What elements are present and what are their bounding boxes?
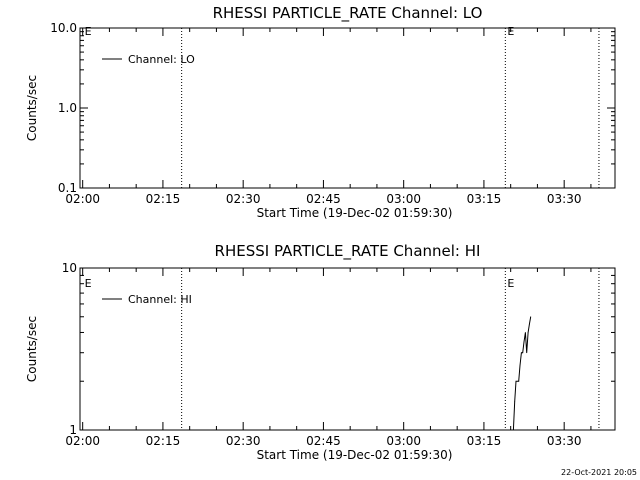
data-point bbox=[530, 316, 532, 318]
event-marker-label: E bbox=[85, 25, 92, 38]
chart-title: RHESSI PARTICLE_RATE Channel: LO bbox=[213, 4, 483, 23]
event-marker-label: E bbox=[507, 277, 514, 290]
x-tick-label: 02:15 bbox=[146, 192, 181, 206]
data-point bbox=[512, 429, 514, 431]
data-point bbox=[524, 332, 526, 333]
data-point bbox=[515, 380, 517, 382]
data-point bbox=[519, 365, 521, 366]
y-tick-label: 0.1 bbox=[58, 181, 77, 195]
x-tick-label: 02:30 bbox=[226, 434, 261, 448]
footer-timestamp: 22-Oct-2021 20:05 bbox=[561, 468, 637, 477]
x-tick-label: 03:00 bbox=[386, 434, 421, 448]
legend-entry: Channel: LO bbox=[128, 53, 195, 66]
data-point bbox=[523, 341, 525, 343]
y-axis-label: Counts/sec bbox=[25, 316, 39, 382]
axes-frame bbox=[79, 267, 616, 431]
legend-entry: Channel: HI bbox=[128, 293, 192, 306]
y-tick-label: 10 bbox=[62, 261, 77, 275]
data-point bbox=[518, 380, 520, 382]
x-tick-label: 02:00 bbox=[65, 434, 100, 448]
data-point bbox=[516, 380, 518, 382]
data-point bbox=[526, 352, 528, 354]
data-point bbox=[529, 323, 530, 325]
x-tick-label: 03:30 bbox=[547, 434, 582, 448]
x-tick-label: 03:30 bbox=[547, 192, 582, 206]
data-point bbox=[520, 352, 522, 354]
event-marker-label: E bbox=[85, 277, 92, 290]
event-marker-label: E bbox=[507, 25, 514, 38]
x-tick-label: 02:00 bbox=[65, 192, 100, 206]
data-point bbox=[527, 332, 529, 333]
x-tick-label: 03:00 bbox=[386, 192, 421, 206]
y-tick-label: 1 bbox=[69, 423, 77, 437]
x-tick-label: 02:45 bbox=[306, 192, 341, 206]
x-tick-label: 02:45 bbox=[306, 434, 341, 448]
chart-panel-1: RHESSI PARTICLE_RATE Channel: LO 02:00 02:… bbox=[25, 4, 616, 220]
chart-panel-2: RHESSI PARTICLE_RATE Channel: HI 02:00 02:… bbox=[25, 242, 616, 462]
x-tick-label: 03:15 bbox=[467, 192, 502, 206]
x-axis-label: Start Time (19-Dec-02 01:59:30) bbox=[257, 448, 453, 462]
x-tick-label: 02:30 bbox=[226, 192, 261, 206]
y-tick-label: 1.0 bbox=[58, 101, 77, 115]
x-tick-label: 03:15 bbox=[467, 434, 502, 448]
x-tick-label: 02:15 bbox=[146, 434, 181, 448]
data-point bbox=[522, 352, 524, 354]
x-axis-label: Start Time (19-Dec-02 01:59:30) bbox=[257, 206, 453, 220]
y-axis-label: Counts/sec bbox=[25, 75, 39, 141]
y-tick-label: 10.0 bbox=[50, 21, 77, 35]
data-point bbox=[514, 401, 516, 402]
chart-title: RHESSI PARTICLE_RATE Channel: HI bbox=[215, 242, 481, 261]
